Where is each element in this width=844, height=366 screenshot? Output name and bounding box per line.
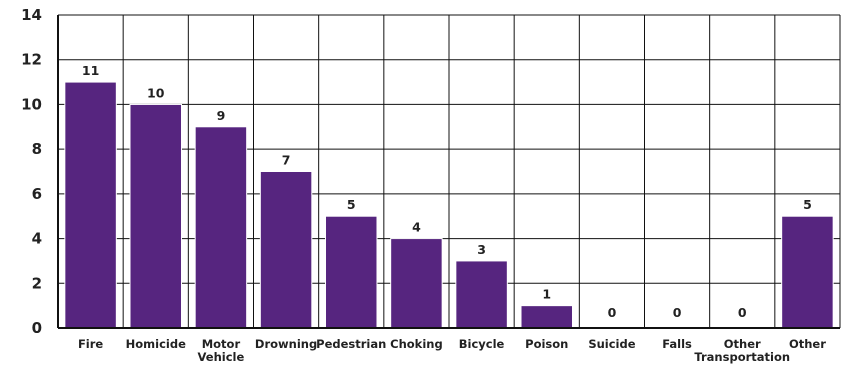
bar <box>390 238 443 329</box>
x-category-label: Motor Vehicle <box>198 337 245 364</box>
data-label: 1 <box>542 287 551 302</box>
y-tick-label: 2 <box>32 274 42 292</box>
y-tick-label: 6 <box>32 185 42 203</box>
x-category-label-line: Motor <box>202 337 241 351</box>
x-category-label: Poison <box>525 337 568 351</box>
y-tick-label: 0 <box>32 319 42 337</box>
x-category-label-line: Suicide <box>588 337 635 351</box>
data-label: 5 <box>803 197 812 212</box>
x-category-label: Suicide <box>588 337 635 351</box>
y-tick-label: 12 <box>21 51 42 69</box>
x-category-label: Fire <box>78 337 103 351</box>
x-category-label-line: Bicycle <box>459 337 505 351</box>
y-tick-label: 4 <box>32 230 42 248</box>
bar <box>781 215 834 329</box>
y-tick-label: 10 <box>21 95 42 113</box>
x-category-label-line: Vehicle <box>198 350 245 364</box>
data-label: 0 <box>738 305 747 320</box>
bar <box>129 103 182 329</box>
y-axis-ticks: 0 2 4 6 8 10 12 14 <box>21 6 42 337</box>
bar <box>325 215 378 329</box>
data-label: 11 <box>82 63 99 78</box>
data-label: 10 <box>147 85 165 100</box>
x-category-label: Choking <box>390 337 443 351</box>
x-category-label-line: Choking <box>390 337 443 351</box>
x-category-label: Homicide <box>126 337 186 351</box>
bars <box>64 81 834 329</box>
x-category-label: Other <box>789 337 826 351</box>
x-category-label-line: Drowning <box>255 337 317 351</box>
x-category-label-line: Falls <box>662 337 692 351</box>
x-category-label-line: Poison <box>525 337 568 351</box>
bar <box>194 126 248 329</box>
bar <box>520 305 573 329</box>
data-label: 5 <box>347 197 356 212</box>
x-category-label-line: Transportation <box>694 350 790 364</box>
bar <box>259 171 313 329</box>
bar <box>64 81 117 329</box>
x-axis-category-labels: Fire Homicide Motor Vehicle DrowningPedestri… <box>78 337 826 364</box>
x-category-label-line: Pedestrian <box>316 337 386 351</box>
data-label: 0 <box>673 305 682 320</box>
x-category-label: Pedestrian <box>316 337 386 351</box>
data-label: 4 <box>412 220 421 235</box>
grid-lines <box>57 14 841 329</box>
bar <box>455 260 508 329</box>
x-category-label-line: Other <box>789 337 826 351</box>
y-tick-label: 8 <box>32 140 42 158</box>
data-label: 9 <box>217 108 226 123</box>
x-category-label-line: Homicide <box>126 337 186 351</box>
y-tick-label: 14 <box>21 6 42 24</box>
x-category-label: Drowning <box>255 337 317 351</box>
data-label: 7 <box>282 153 291 168</box>
x-category-label-line: Other <box>724 337 761 351</box>
data-label: 3 <box>477 242 486 257</box>
x-category-label-line: Fire <box>78 337 103 351</box>
axes <box>57 15 840 329</box>
x-category-label: Bicycle <box>459 337 505 351</box>
x-category-label: Other Transportation <box>694 337 790 364</box>
x-category-label: Falls <box>662 337 692 351</box>
data-label: 0 <box>608 305 617 320</box>
